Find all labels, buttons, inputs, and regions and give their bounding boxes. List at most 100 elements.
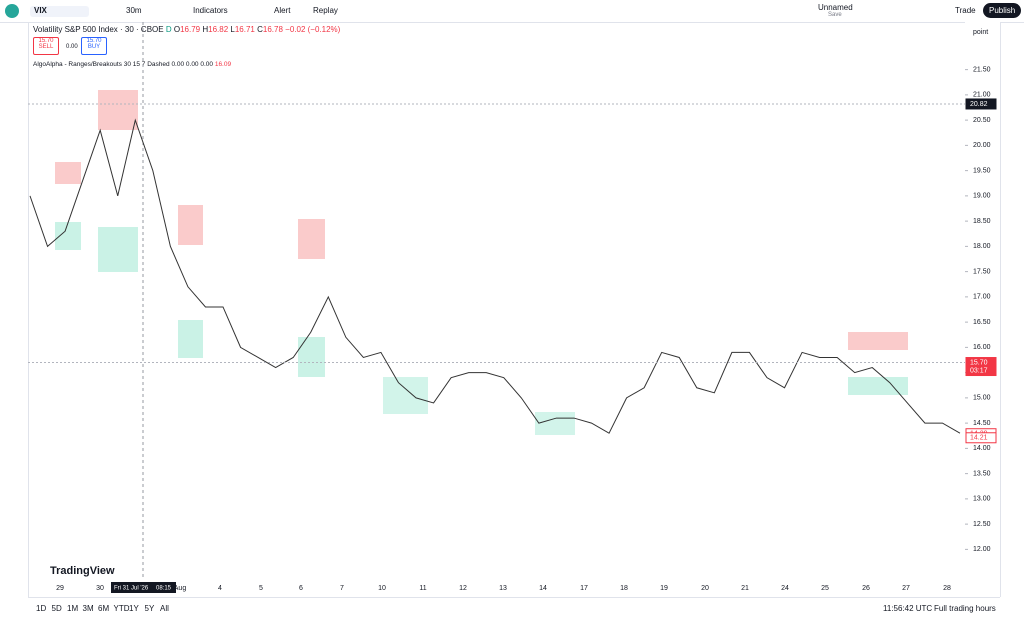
spread: 0.00 xyxy=(66,44,78,50)
y-tick-label: 16.00 xyxy=(973,344,991,351)
indicator-values: 0.00 0.00 0.00 xyxy=(171,61,214,68)
price-label: 20.82 xyxy=(970,101,988,108)
h: 16.82 xyxy=(208,25,229,34)
y-tick-label: 19.00 xyxy=(973,193,991,200)
top-toolbar: VIX 30m Indicators Alert Replay Unnamed … xyxy=(0,0,1024,23)
countdown: 03:17 xyxy=(970,367,988,374)
h-label: H xyxy=(202,25,209,34)
y-tick-label: 21.50 xyxy=(973,66,991,73)
y-tick-label: 18.00 xyxy=(973,243,991,250)
session: D xyxy=(165,25,172,34)
x-tick-label: 29 xyxy=(56,585,64,592)
range-button[interactable]: YTD xyxy=(113,604,130,613)
alert[interactable]: Alert xyxy=(274,6,291,15)
x-tick-label: 21 xyxy=(741,585,749,592)
interval[interactable]: 30m xyxy=(126,6,142,15)
range-button[interactable]: 6M xyxy=(98,604,110,613)
buy-price: 15.70 xyxy=(86,38,102,44)
y-tick-label: 17.50 xyxy=(973,268,991,275)
y-tick-label: 14.50 xyxy=(973,420,991,427)
brand: TradingView xyxy=(50,565,115,577)
range-button[interactable]: All xyxy=(160,604,169,613)
x-tick-label: 12 xyxy=(459,585,467,592)
scale-unit: point xyxy=(973,29,988,36)
chart: point 12.00 12.50 13.00 13.50 14.00 14.50 15.00… xyxy=(28,22,1000,597)
x-tick-label: 28 xyxy=(943,585,951,592)
price-label: 15.70 xyxy=(970,359,988,366)
range-box xyxy=(848,332,908,350)
price-line xyxy=(29,118,961,434)
x-tick-label: 6 xyxy=(299,585,303,592)
x-tick-label: 11 xyxy=(419,585,426,592)
y-tick-label: 13.00 xyxy=(973,496,991,503)
replay[interactable]: Replay xyxy=(313,6,338,15)
crosshair-time: 08:15 xyxy=(156,586,172,592)
y-tick-label: 17.00 xyxy=(973,294,991,301)
session-mode[interactable]: Full trading hours xyxy=(934,604,996,613)
x-tick-label: 14 xyxy=(539,585,547,592)
l: 16.71 xyxy=(234,25,255,34)
y-tick-label: 12.50 xyxy=(973,521,991,528)
indicator-last: 16.09 xyxy=(214,61,232,68)
range-button[interactable]: 5D xyxy=(51,604,62,613)
price-label: 14.21 xyxy=(970,435,988,442)
bottom-toolbar: 1D 5D 1M 3M 6M YTD 1Y 5Y All 11:56:42 UTC Full t… xyxy=(28,597,1000,619)
y-tick-label: 14.00 xyxy=(973,445,991,452)
range-button[interactable]: 3M xyxy=(82,604,94,613)
x-tick-label: 18 xyxy=(620,585,628,592)
price-label-bg xyxy=(965,98,997,110)
x-tick-label: 25 xyxy=(821,585,829,592)
x-tick-label: 17 xyxy=(580,585,588,592)
range-box xyxy=(298,337,325,377)
y-tick-label: 18.50 xyxy=(973,218,991,225)
range-box xyxy=(848,377,908,395)
y-tick-label: 15.00 xyxy=(973,395,991,402)
c-label: C xyxy=(257,25,263,34)
x-tick-label: 10 xyxy=(378,585,386,592)
layout-name[interactable]: Unnamed xyxy=(818,3,853,12)
symbol[interactable]: VIX xyxy=(30,6,89,17)
buy: BUY xyxy=(87,44,101,50)
avatar[interactable] xyxy=(5,4,19,18)
y-tick-label: 20.50 xyxy=(973,117,991,124)
price-axis xyxy=(965,22,1000,597)
sell-button[interactable]: 15.70 SELL xyxy=(33,37,59,55)
crosshair-label-bg xyxy=(111,582,176,593)
x-tick-label: 4 xyxy=(218,585,222,592)
y-tick-label: 20.00 xyxy=(973,142,991,149)
change: −0.02 (−0.12%) xyxy=(285,25,341,34)
clock: 11:56:42 UTC xyxy=(883,604,933,613)
layout-status: Save xyxy=(828,12,842,18)
y-tick-label: 12.00 xyxy=(973,546,991,553)
x-tick-label: 19 xyxy=(660,585,668,592)
trade[interactable]: Trade xyxy=(955,6,976,15)
x-tick-label: 27 xyxy=(902,585,910,592)
x-tick-label: 30 xyxy=(96,585,104,592)
range-box xyxy=(98,90,138,130)
publish[interactable]: Publish xyxy=(983,3,1022,18)
price-label-bg xyxy=(965,432,997,444)
indicators[interactable]: Indicators xyxy=(193,6,228,15)
sell-price: 15.70 xyxy=(38,38,54,44)
range-box xyxy=(98,227,138,272)
o-label: O xyxy=(173,25,181,34)
range-button[interactable]: 1M xyxy=(67,604,79,613)
range-box xyxy=(55,162,81,184)
indicator-params: 30 15 7 Dashed xyxy=(123,61,170,68)
range-button[interactable]: 1D xyxy=(36,604,47,613)
buy-button[interactable]: 15.70 BUY xyxy=(81,37,107,55)
y-tick-label: 16.50 xyxy=(973,319,991,326)
legend-title: Volatility S&P 500 Index · 30 · CBOE xyxy=(33,25,164,34)
right-sidebar xyxy=(1000,22,1024,597)
c: 16.78 xyxy=(262,25,283,34)
x-tick-label: 5 xyxy=(259,585,263,592)
range-button[interactable]: 1Y xyxy=(129,604,139,613)
x-tick-label: 24 xyxy=(781,585,789,592)
o: 16.79 xyxy=(180,25,201,34)
range-button[interactable]: 5Y xyxy=(144,604,155,613)
price-label-bg xyxy=(965,357,997,377)
y-tick-label: 19.50 xyxy=(973,167,991,174)
l-label: L xyxy=(230,25,235,34)
x-tick-label: 13 xyxy=(499,585,507,592)
crosshair-date: Fri 31 Jul '26 xyxy=(114,586,149,592)
